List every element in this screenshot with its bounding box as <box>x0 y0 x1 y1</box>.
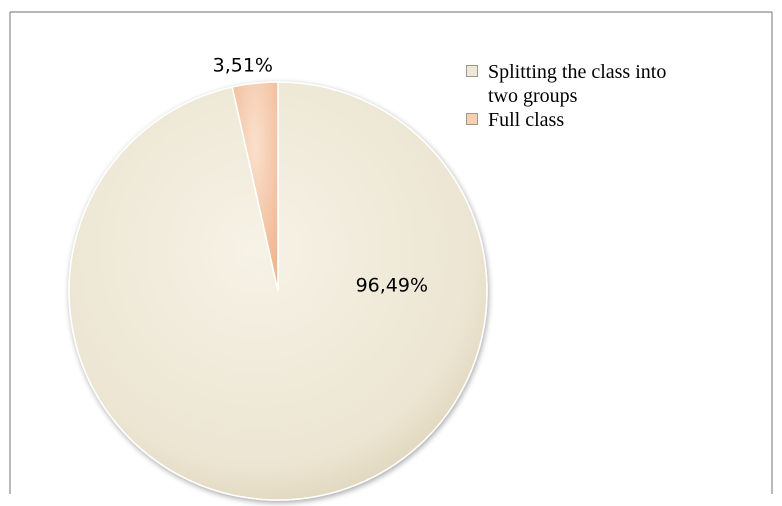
legend-label-full-class: Full class <box>488 109 565 131</box>
legend-swatch-full-class <box>466 113 478 125</box>
pie-data-labels: 96,49% 3,51% <box>213 54 428 296</box>
pie-slice-full-class[interactable] <box>231 81 279 292</box>
legend-swatch-splitting <box>466 65 478 77</box>
data-label-full-class: 3,51% <box>213 54 273 76</box>
legend: Splitting the class into two groups Full… <box>466 60 706 132</box>
data-label-splitting-class: 96,49% <box>356 275 428 297</box>
legend-label-splitting: Splitting the class into two groups <box>488 61 667 107</box>
pie-slices <box>68 81 488 501</box>
legend-item-full-class[interactable]: Full class <box>466 108 706 132</box>
legend-item-splitting[interactable]: Splitting the class into two groups <box>466 60 706 108</box>
